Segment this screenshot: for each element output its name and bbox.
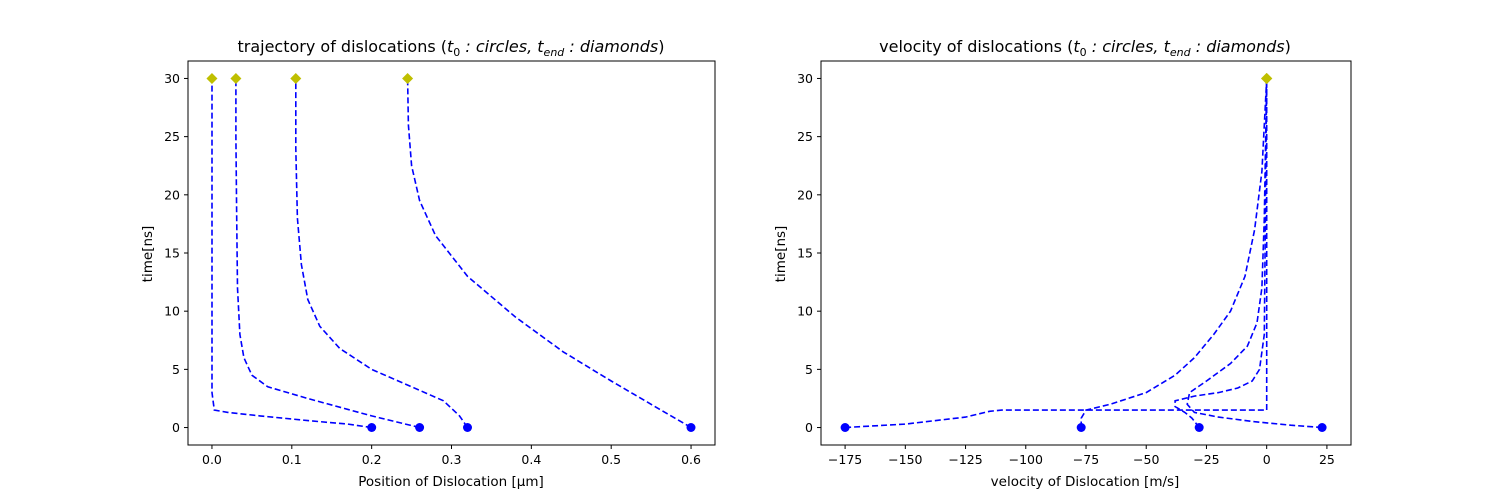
right-series-3-line <box>1174 78 1268 428</box>
left-y-tick-label: 0 <box>172 420 180 435</box>
left-y-axis-label: time[ns] <box>140 226 156 283</box>
left-chart: trajectory of dislocations (t0 : circles… <box>140 37 716 490</box>
right-x-tick-label: −75 <box>1073 452 1099 467</box>
right-series-2-line <box>1186 78 1323 429</box>
right-y-tick-label: 10 <box>797 304 813 319</box>
right-series-1-start-marker <box>840 423 850 432</box>
left-x-tick-label: 0.1 <box>282 452 302 467</box>
left-series-1-line <box>211 78 372 429</box>
left-series-3-line <box>295 78 469 428</box>
left-plot-area: 0.0 0.1 0.2 0.3 0.4 0.5 0.6 0 5 10 15 20 25 30 <box>164 60 716 467</box>
right-y-axis-label: time[ns] <box>773 226 789 283</box>
right-x-tick-label: −175 <box>828 452 862 467</box>
right-y-tick-label: 20 <box>797 187 813 202</box>
left-series-2-line <box>235 78 420 429</box>
right-series-4-start-marker <box>1076 423 1086 432</box>
left-y-tick-label: 5 <box>172 362 180 377</box>
left-series-4-start-marker <box>686 423 696 432</box>
right-series-4-end-marker <box>1261 72 1273 84</box>
left-series-3-start-marker <box>463 423 472 432</box>
left-series-2-end-marker <box>230 72 242 84</box>
right-x-axis-label: velocity of Dislocation [m/s] <box>991 474 1180 490</box>
right-series-4-line <box>1080 78 1268 428</box>
left-x-tick-label: 0.6 <box>681 452 701 467</box>
left-series-4-end-marker <box>402 72 414 84</box>
right-x-tick-label: −100 <box>1009 452 1043 467</box>
right-x-tick-label: −25 <box>1193 452 1219 467</box>
left-series-1-end-marker <box>206 72 218 84</box>
right-x-tick-label: 25 <box>1319 452 1335 467</box>
left-x-tick-label: 0.2 <box>362 452 382 467</box>
left-series-3-end-marker <box>290 72 302 84</box>
right-y-tick-label: 25 <box>797 129 813 144</box>
right-series-3-start-marker <box>1194 423 1204 432</box>
left-series-1-start-marker <box>367 423 377 432</box>
right-chart-title: velocity of dislocations (t0 : circles, … <box>879 37 1291 59</box>
left-series-4-line <box>406 78 692 429</box>
right-x-tick-label: 0 <box>1263 452 1271 467</box>
left-y-tick-label: 20 <box>164 187 180 202</box>
left-chart-title: trajectory of dislocations (t0 : circles… <box>237 37 664 59</box>
right-x-tick-label: −125 <box>948 452 982 467</box>
right-y-tick-label: 5 <box>805 362 813 377</box>
right-y-tick-label: 0 <box>805 420 813 435</box>
right-x-tick-label: −50 <box>1133 452 1159 467</box>
right-plot-area: −175 −150 −125 −100 −75 −50 −25 0 25 0 5 10 15 20 25 30 <box>797 60 1352 467</box>
right-series-1-line <box>845 78 1268 429</box>
right-x-tick-label: −150 <box>888 452 922 467</box>
left-x-axis-label: Position of Dislocation [μm] <box>358 474 543 490</box>
left-y-tick-label: 30 <box>164 71 180 86</box>
right-chart: velocity of dislocations (t0 : circles, … <box>773 37 1352 490</box>
right-y-tick-label: 30 <box>797 71 813 86</box>
right-y-tick-label: 15 <box>797 246 813 261</box>
left-y-tick-label: 25 <box>164 129 180 144</box>
left-x-tick-label: 0.4 <box>521 452 541 467</box>
left-y-tick-label: 10 <box>164 304 180 319</box>
left-x-tick-label: 0.5 <box>601 452 621 467</box>
right-series-2-start-marker <box>1317 423 1327 432</box>
left-x-tick-label: 0.3 <box>442 452 462 467</box>
left-x-tick-label: 0.0 <box>202 452 222 467</box>
left-series-2-start-marker <box>415 423 425 432</box>
left-y-tick-label: 15 <box>164 246 180 261</box>
